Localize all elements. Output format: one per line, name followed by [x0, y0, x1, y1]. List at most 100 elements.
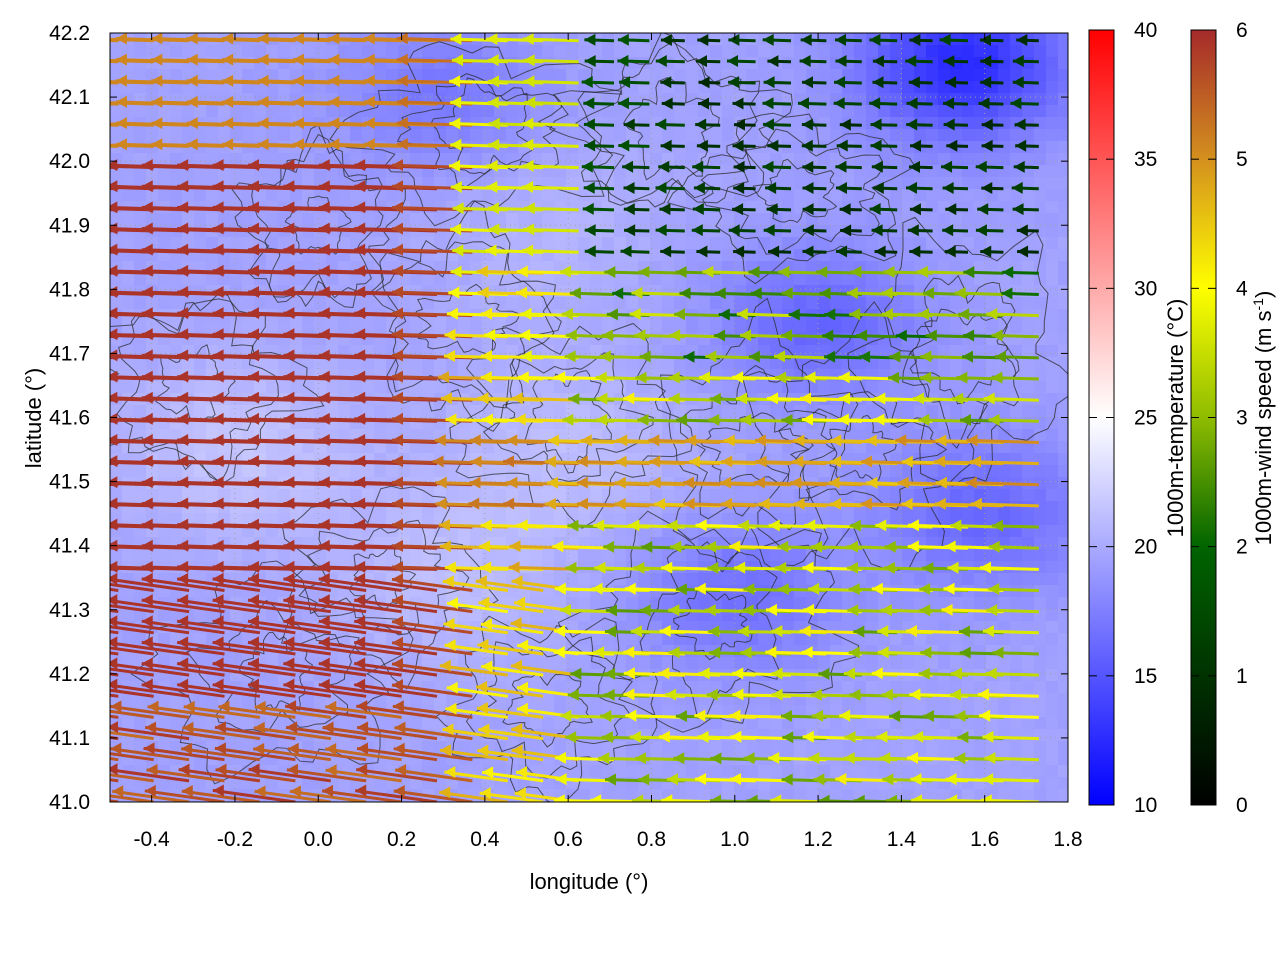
heatmap-cell	[110, 105, 123, 118]
heatmap-cell	[482, 129, 495, 142]
heatmap-cell	[206, 69, 219, 82]
heatmap-cell	[926, 801, 939, 802]
heatmap-cell	[434, 405, 447, 418]
heatmap-cell	[710, 45, 723, 58]
heatmap-cell	[134, 129, 147, 142]
heatmap-cell	[794, 237, 807, 250]
heatmap-cell	[230, 465, 243, 478]
heatmap-cell	[410, 45, 423, 58]
heatmap-cell	[674, 489, 687, 502]
heatmap-cell	[746, 573, 759, 586]
heatmap-cell	[170, 45, 183, 58]
heatmap-cell	[314, 213, 327, 226]
heatmap-cell	[266, 609, 279, 622]
heatmap-cell	[926, 129, 939, 142]
heatmap-cell	[134, 489, 147, 502]
heatmap-cell	[794, 801, 807, 802]
heatmap-cell	[554, 213, 567, 226]
heatmap-cell	[626, 213, 639, 226]
heatmap-cell	[698, 621, 711, 634]
heatmap-cell	[458, 741, 471, 754]
heatmap-cell	[206, 489, 219, 502]
heatmap-cell	[1022, 297, 1035, 310]
heatmap-cell	[674, 153, 687, 166]
heatmap-cell	[374, 273, 387, 286]
heatmap-cell	[374, 441, 387, 454]
heatmap-cell	[902, 417, 915, 430]
heatmap-cell	[902, 129, 915, 142]
heatmap-cell	[578, 357, 591, 370]
heatmap-cell	[926, 153, 939, 166]
heatmap-cell	[1022, 513, 1035, 526]
heatmap-cell	[998, 57, 1011, 70]
heatmap-cell	[554, 801, 567, 802]
heatmap-cell	[878, 573, 891, 586]
heatmap-cell	[806, 597, 819, 610]
heatmap-cell	[362, 465, 375, 478]
heatmap-cell	[374, 45, 387, 58]
heatmap-cell	[746, 45, 759, 58]
heatmap-cell	[422, 189, 435, 202]
heatmap-cell	[818, 381, 831, 394]
heatmap-cell	[470, 345, 483, 358]
heatmap-cell	[818, 57, 831, 70]
heatmap-cell	[302, 801, 315, 802]
heatmap-cell	[842, 549, 855, 562]
heatmap-cell	[890, 213, 903, 226]
heatmap-cell	[290, 129, 303, 142]
heatmap-cell	[650, 657, 663, 670]
heatmap-cell	[434, 633, 447, 646]
heatmap-cell	[290, 105, 303, 118]
heatmap-cell	[182, 357, 195, 370]
heatmap-cell	[230, 381, 243, 394]
heatmap-cell	[794, 585, 807, 598]
heatmap-cell	[638, 549, 651, 562]
heatmap-cell	[1010, 45, 1023, 58]
heatmap-cell	[794, 489, 807, 502]
heatmap-cell	[218, 105, 231, 118]
heatmap-cell	[806, 657, 819, 670]
heatmap-cell	[290, 465, 303, 478]
heatmap-cell	[230, 525, 243, 538]
heatmap-cell	[206, 153, 219, 166]
heatmap-cell	[230, 513, 243, 526]
heatmap-cell	[290, 213, 303, 226]
heatmap-cell	[410, 405, 423, 418]
heatmap-cell	[806, 765, 819, 778]
heatmap-cell	[650, 237, 663, 250]
heatmap-cell	[614, 573, 627, 586]
heatmap-cell	[494, 213, 507, 226]
heatmap-cell	[950, 489, 963, 502]
heatmap-cell	[206, 213, 219, 226]
heatmap-cell	[590, 237, 603, 250]
heatmap-cell	[830, 285, 843, 298]
heatmap-cell	[950, 45, 963, 58]
heatmap-cell	[266, 273, 279, 286]
heatmap-cell	[686, 45, 699, 58]
heatmap-cell	[938, 105, 951, 118]
heatmap-cell	[734, 273, 747, 286]
heatmap-cell	[962, 129, 975, 142]
heatmap-cell	[938, 717, 951, 730]
heatmap-cell	[758, 729, 771, 742]
heatmap-cell	[602, 789, 615, 802]
heatmap-cell	[170, 465, 183, 478]
heatmap-cell	[542, 381, 555, 394]
heatmap-cell	[410, 237, 423, 250]
heatmap-cell	[950, 633, 963, 646]
heatmap-cell	[650, 381, 663, 394]
heatmap-cell	[350, 321, 363, 334]
heatmap-cell	[446, 609, 459, 622]
heatmap-cell	[974, 645, 987, 658]
heatmap-cell	[782, 741, 795, 754]
heatmap-cell	[122, 153, 135, 166]
heatmap-cell	[746, 489, 759, 502]
heatmap-cell	[890, 465, 903, 478]
heatmap-cell	[902, 237, 915, 250]
heatmap-cell	[590, 285, 603, 298]
heatmap-cell	[506, 321, 519, 334]
heatmap-cell	[686, 549, 699, 562]
heatmap-cell	[734, 765, 747, 778]
heatmap-cell	[554, 177, 567, 190]
heatmap-cell	[746, 801, 759, 802]
